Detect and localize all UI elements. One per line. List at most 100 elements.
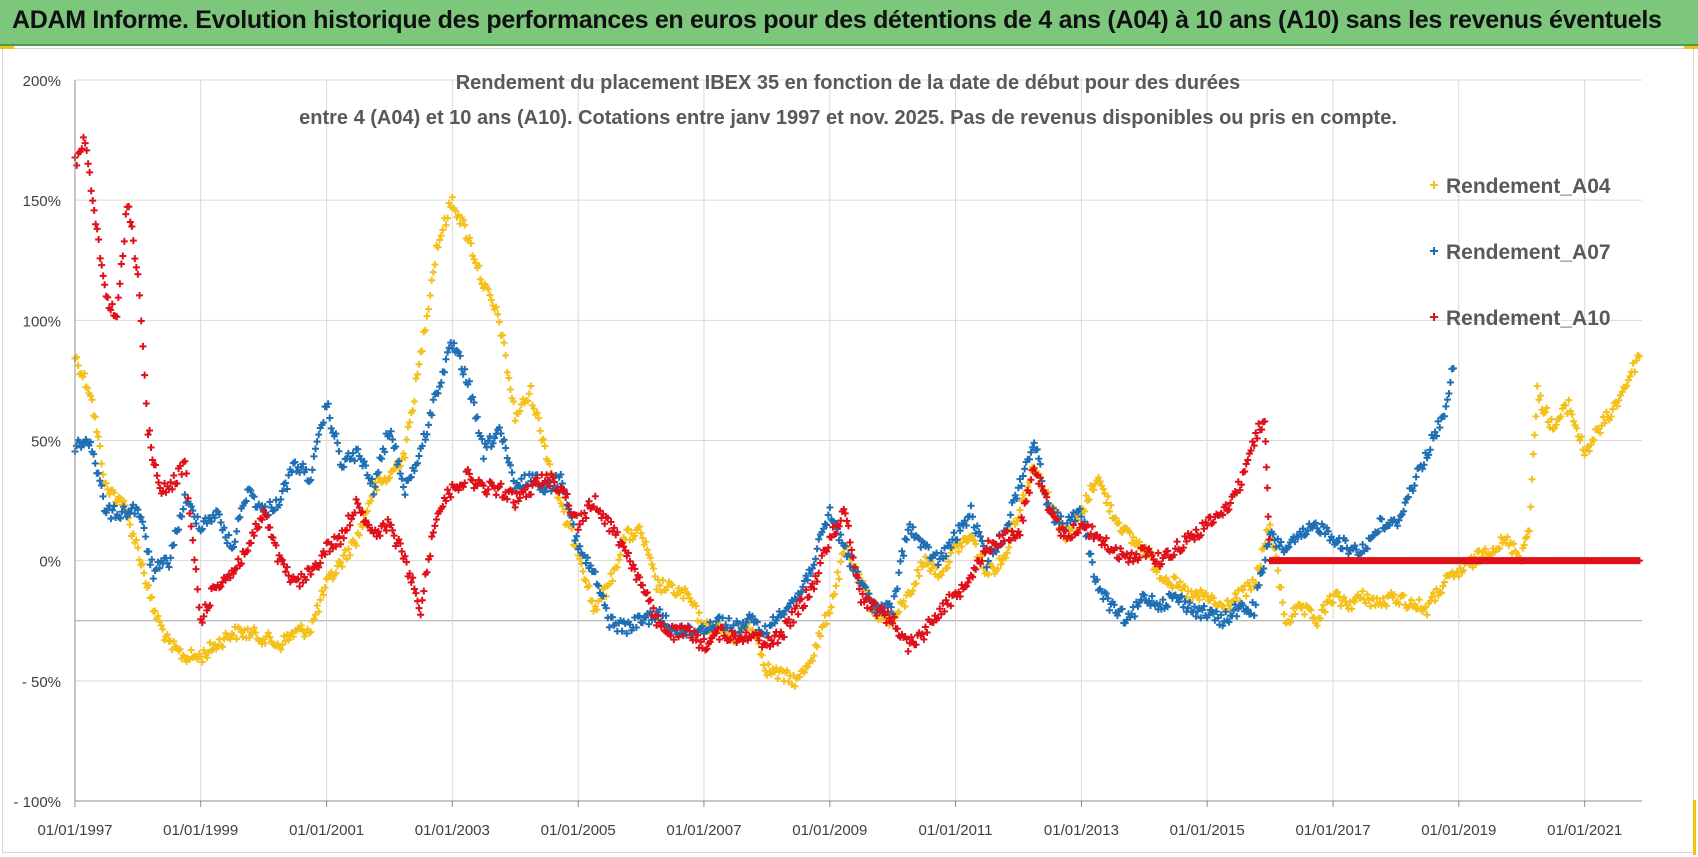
data-point (399, 483, 407, 491)
data-point (1006, 536, 1014, 544)
data-point (832, 582, 840, 590)
data-point (585, 497, 593, 505)
data-point (1115, 555, 1123, 563)
data-point (796, 673, 804, 681)
data-point (137, 513, 145, 521)
data-point (198, 658, 206, 666)
data-point (217, 519, 225, 527)
data-point (362, 462, 370, 470)
data-point (804, 576, 812, 584)
data-point (315, 563, 323, 571)
data-point (308, 466, 316, 474)
data-point (189, 536, 197, 544)
data-point (97, 460, 105, 468)
data-point (1157, 560, 1165, 568)
data-point (1313, 622, 1321, 630)
data-point (915, 572, 923, 580)
data-point (914, 566, 922, 574)
data-point (686, 594, 694, 602)
data-point (310, 615, 318, 623)
data-point (1044, 499, 1052, 507)
data-point (639, 534, 647, 542)
data-point (1252, 429, 1260, 437)
data-point (579, 567, 587, 575)
data-point (558, 502, 566, 510)
data-point (436, 236, 444, 244)
data-point (319, 591, 327, 599)
data-point (815, 569, 823, 577)
data-point (510, 499, 518, 507)
data-point (659, 576, 667, 584)
data-point (190, 556, 198, 564)
data-point (355, 531, 363, 539)
frame-corner-bottom-right (1693, 800, 1696, 855)
data-point (1247, 586, 1255, 594)
data-point (497, 480, 505, 488)
data-point (363, 507, 371, 515)
data-point (175, 526, 183, 534)
data-point (244, 547, 252, 555)
data-point (1359, 541, 1367, 549)
data-point (823, 547, 831, 555)
data-point (387, 521, 395, 529)
data-point (401, 491, 409, 499)
data-point (203, 654, 211, 662)
data-point (649, 565, 657, 573)
data-point (113, 313, 121, 321)
data-point (1104, 492, 1112, 500)
data-point (455, 348, 463, 356)
data-point (1379, 594, 1387, 602)
data-point (656, 581, 664, 589)
data-point (423, 430, 431, 438)
data-point (483, 490, 491, 498)
data-point (107, 515, 115, 523)
data-point (620, 543, 628, 551)
legend-item-rendement-a07: Rendement_A07 (1430, 241, 1611, 264)
data-point (93, 225, 101, 233)
data-point (557, 471, 565, 479)
data-point (302, 576, 310, 584)
data-point (613, 528, 621, 536)
data-point (1088, 558, 1096, 566)
data-point (1197, 531, 1205, 539)
data-point (576, 555, 584, 563)
data-point (956, 527, 964, 535)
data-point (1363, 545, 1371, 553)
data-point (1420, 461, 1428, 469)
data-point (1543, 404, 1551, 412)
data-point (229, 543, 237, 551)
data-point (1033, 445, 1041, 453)
data-point (568, 525, 576, 533)
data-point (86, 168, 94, 176)
data-point (887, 603, 895, 611)
data-point (401, 552, 409, 560)
data-point (648, 560, 656, 568)
data-point (217, 583, 225, 591)
data-point (1590, 436, 1598, 444)
data-point (1291, 610, 1299, 618)
data-point (366, 497, 374, 505)
data-point (444, 486, 452, 494)
data-point (459, 370, 467, 378)
data-point (447, 493, 455, 501)
data-point (99, 492, 107, 500)
data-point (846, 538, 854, 546)
data-point (1203, 521, 1211, 529)
data-point (73, 442, 81, 450)
data-point (1162, 574, 1170, 582)
data-point (266, 523, 274, 531)
data-point (1176, 578, 1184, 586)
data-point (120, 503, 128, 511)
data-point (1321, 608, 1329, 616)
data-point (81, 139, 89, 147)
data-point (972, 540, 980, 548)
data-point (176, 462, 184, 470)
data-point (129, 530, 137, 538)
frame-corner-top-right (1684, 46, 1698, 49)
data-point (1110, 601, 1118, 609)
data-point (1074, 529, 1082, 537)
data-point (1378, 515, 1386, 523)
data-point (1070, 521, 1078, 529)
data-point (1395, 516, 1403, 524)
data-point (631, 532, 639, 540)
